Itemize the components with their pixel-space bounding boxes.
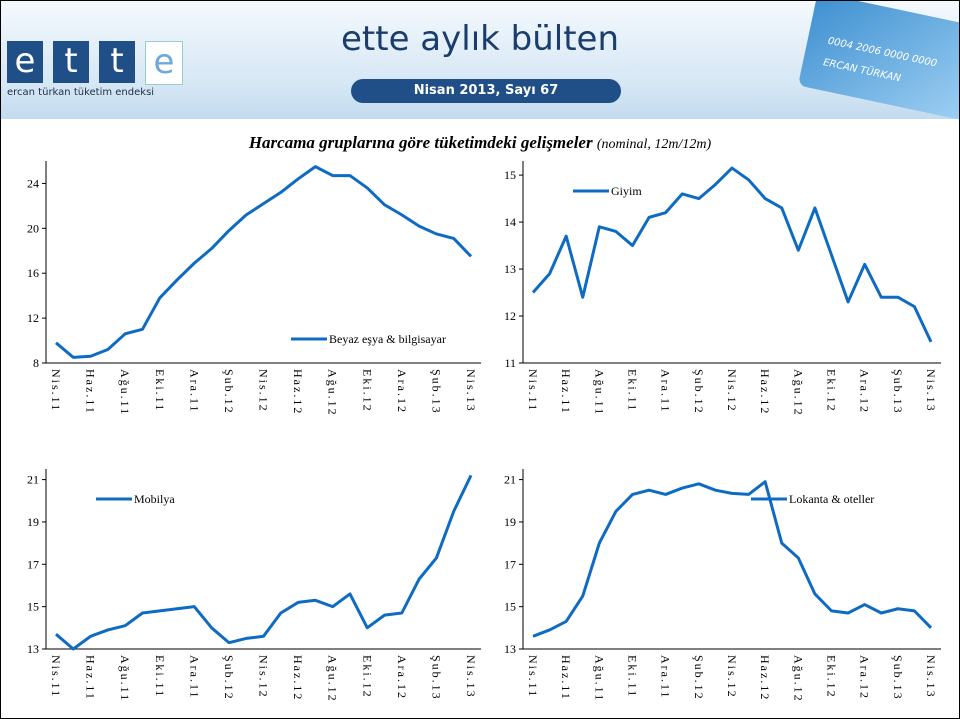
x-tick-label: Nis.11 bbox=[49, 369, 63, 412]
x-tick-label: Nis.13 bbox=[924, 369, 938, 413]
subtitle: (nominal, 12m/12m) bbox=[596, 137, 712, 152]
y-tick-label: 8 bbox=[33, 356, 39, 370]
x-tick-label: Eki.11 bbox=[153, 369, 167, 412]
x-tick-label: Ara.11 bbox=[659, 655, 673, 700]
x-tick-label: Nis.13 bbox=[464, 369, 478, 413]
y-tick-label: 15 bbox=[27, 600, 39, 614]
x-tick-label: Haz.11 bbox=[84, 655, 98, 701]
y-tick-label: 19 bbox=[504, 515, 516, 529]
x-tick-label: Ağu.11 bbox=[592, 655, 606, 702]
y-tick-label: 20 bbox=[27, 221, 39, 235]
y-tick-label: 15 bbox=[504, 600, 516, 614]
x-tick-label: Şub.12 bbox=[222, 369, 236, 415]
y-tick-label: 19 bbox=[27, 515, 39, 529]
x-tick-label: Eki.11 bbox=[626, 369, 640, 412]
x-tick-label: Şub.12 bbox=[692, 655, 706, 701]
legend-label: Lokanta & oteller bbox=[789, 492, 874, 506]
x-tick-label: Şub.12 bbox=[222, 655, 236, 701]
x-tick-label: Eki.12 bbox=[360, 369, 374, 413]
x-tick-label: Nis.13 bbox=[924, 655, 938, 699]
y-tick-label: 17 bbox=[27, 557, 39, 571]
x-tick-label: Ağu.12 bbox=[791, 369, 805, 417]
y-tick-label: 13 bbox=[27, 642, 39, 656]
x-tick-label: Haz.12 bbox=[758, 655, 772, 701]
y-tick-label: 17 bbox=[504, 557, 516, 571]
x-tick-label: Şub.13 bbox=[429, 369, 443, 415]
x-tick-label: Ara.11 bbox=[659, 369, 673, 414]
y-tick-label: 16 bbox=[27, 266, 39, 280]
y-tick-label: 12 bbox=[504, 309, 516, 323]
logo-letter: t bbox=[53, 41, 89, 83]
x-tick-label: Haz.12 bbox=[758, 369, 772, 415]
y-tick-label: 21 bbox=[504, 473, 516, 487]
logo-letter: e bbox=[7, 41, 43, 83]
logo-letter: t bbox=[99, 41, 135, 83]
x-tick-label: Ağu.12 bbox=[326, 655, 340, 703]
x-tick-label: Nis.13 bbox=[464, 655, 478, 699]
x-tick-label: Şub.13 bbox=[891, 655, 905, 701]
x-tick-label: Ara.12 bbox=[858, 369, 872, 414]
x-tick-label: Nis.11 bbox=[49, 655, 63, 698]
logo-subtitle: ercan türkan tüketim endeksi bbox=[7, 87, 155, 98]
y-tick-label: 14 bbox=[504, 215, 516, 229]
main-title: Harcama gruplarına göre tüketimdeki geli… bbox=[1, 133, 959, 153]
legend-label: Mobilya bbox=[134, 492, 175, 506]
x-tick-label: Ağu.12 bbox=[791, 655, 805, 703]
legend-label: Beyaz eşya & bilgisayar bbox=[329, 332, 446, 346]
line bbox=[55, 165, 473, 359]
line bbox=[532, 480, 933, 638]
x-tick-label: Eki.12 bbox=[360, 655, 374, 699]
x-tick-label: Haz.11 bbox=[84, 369, 98, 415]
x-tick-label: Eki.12 bbox=[825, 369, 839, 413]
x-tick-label: Ağu.11 bbox=[118, 655, 132, 702]
x-tick-label: Nis.12 bbox=[257, 369, 271, 413]
bulletin-title: ette aylık bülten bbox=[341, 19, 620, 59]
line bbox=[55, 474, 473, 651]
x-tick-label: Haz.11 bbox=[559, 369, 573, 415]
bulletin-issue: Nisan 2013, Sayı 67 bbox=[351, 79, 621, 103]
x-tick-label: Ağu.12 bbox=[326, 369, 340, 417]
title: Harcama gruplarına göre tüketimdeki geli… bbox=[248, 133, 593, 152]
x-tick-label: Nis.11 bbox=[526, 655, 540, 698]
line bbox=[531, 166, 933, 343]
x-tick-label: Nis.12 bbox=[257, 655, 271, 699]
x-tick-label: Ara.12 bbox=[858, 655, 872, 700]
y-tick-label: 13 bbox=[504, 642, 516, 656]
x-tick-label: Şub.12 bbox=[692, 369, 706, 415]
x-tick-label: Şub.13 bbox=[891, 369, 905, 415]
header: e t t e ercan türkan tüketim endeksi ett… bbox=[1, 1, 959, 121]
x-tick-label: Eki.11 bbox=[626, 655, 640, 698]
x-tick-label: Nis.12 bbox=[725, 369, 739, 413]
y-tick-label: 21 bbox=[27, 473, 39, 487]
y-tick-label: 12 bbox=[27, 311, 39, 325]
x-tick-label: Ara.11 bbox=[187, 369, 201, 414]
x-tick-label: Nis.11 bbox=[526, 369, 540, 412]
x-tick-label: Ara.11 bbox=[187, 655, 201, 700]
logo-letter: e bbox=[145, 41, 183, 85]
x-tick-label: Eki.12 bbox=[825, 655, 839, 699]
x-tick-label: Ara.12 bbox=[395, 655, 409, 700]
y-tick-label: 24 bbox=[27, 176, 39, 190]
x-tick-label: Ara.12 bbox=[395, 369, 409, 414]
x-tick-label: Haz.12 bbox=[291, 655, 305, 701]
legend-label: Giyim bbox=[611, 184, 642, 198]
x-tick-label: Ağu.11 bbox=[118, 369, 132, 416]
y-tick-label: 15 bbox=[504, 168, 516, 182]
y-tick-label: 11 bbox=[504, 356, 516, 370]
x-tick-label: Haz.11 bbox=[559, 655, 573, 701]
y-tick-label: 13 bbox=[504, 262, 516, 276]
x-tick-label: Nis.12 bbox=[725, 655, 739, 699]
x-tick-label: Şub.13 bbox=[429, 655, 443, 701]
x-tick-label: Ağu.11 bbox=[592, 369, 606, 416]
x-tick-label: Haz.12 bbox=[291, 369, 305, 415]
x-tick-label: Eki.11 bbox=[153, 655, 167, 698]
